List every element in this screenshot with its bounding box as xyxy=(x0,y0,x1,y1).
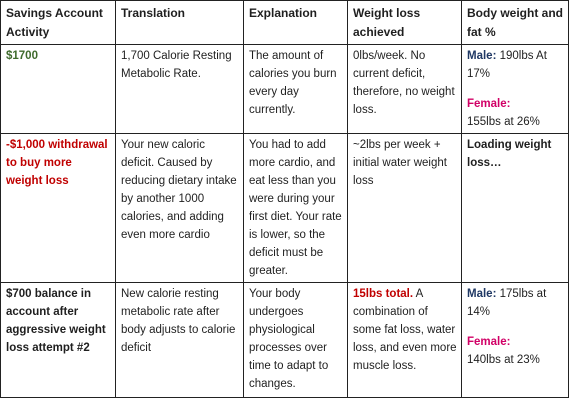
weight-loss-cell: ~2lbs per week + initial water weight lo… xyxy=(347,133,462,283)
female-value: 155lbs at 26% xyxy=(467,116,540,128)
activity-cell: $1700 xyxy=(0,44,116,134)
weight-loss-text: A combination of some fat loss, water lo… xyxy=(353,288,457,372)
male-value: 175lbs at 14% xyxy=(467,288,547,318)
female-label: Female: xyxy=(467,336,511,348)
body-weight-cell: Male: 175lbs at 14% Female: 140lbs at 23… xyxy=(461,282,569,398)
explanation-cell: Your body undergoes physiological proces… xyxy=(243,282,348,398)
translation-cell: Your new caloric deficit. Caused by redu… xyxy=(115,133,244,283)
header-activity: Savings Account Activity xyxy=(0,0,116,45)
male-label: Male: xyxy=(467,50,497,62)
explanation-cell: You had to add more cardio, and eat less… xyxy=(243,133,348,283)
male-value: 190lbs At 17% xyxy=(467,50,547,80)
activity-cell: -$1,000 withdrawal to buy more weight lo… xyxy=(0,133,116,283)
header-row: Savings Account Activity Translation Exp… xyxy=(0,0,569,45)
weight-loss-cell: 15lbs total. A combination of some fat l… xyxy=(347,282,462,398)
translation-cell: New calorie resting metabolic rate after… xyxy=(115,282,244,398)
weight-loss-cell: 0lbs/week. No current deficit, therefore… xyxy=(347,44,462,134)
activity-cell: $700 balance in account after aggressive… xyxy=(0,282,116,398)
male-stat: Male: 190lbs At 17% xyxy=(467,47,564,83)
header-explanation: Explanation xyxy=(243,0,348,45)
body-weight-cell: Loading weight loss… xyxy=(461,133,569,283)
male-stat: Male: 175lbs at 14% xyxy=(467,285,564,321)
female-label: Female: xyxy=(467,98,511,110)
table-row: $1700 1,700 Calorie Resting Metabolic Ra… xyxy=(0,44,569,134)
female-value: 140lbs at 23% xyxy=(467,354,540,366)
male-label: Male: xyxy=(467,288,497,300)
table-row: -$1,000 withdrawal to buy more weight lo… xyxy=(0,133,569,283)
weight-loss-highlight: 15lbs total. xyxy=(353,288,414,300)
header-body-weight: Body weight and fat % xyxy=(461,0,569,45)
translation-cell: 1,700 Calorie Resting Metabolic Rate. xyxy=(115,44,244,134)
header-translation: Translation xyxy=(115,0,244,45)
table-row: $700 balance in account after aggressive… xyxy=(0,282,569,398)
body-weight-cell: Male: 190lbs At 17% Female: 155lbs at 26… xyxy=(461,44,569,134)
header-weight-loss: Weight loss achieved xyxy=(347,0,462,45)
explanation-cell: The amount of calories you burn every da… xyxy=(243,44,348,134)
